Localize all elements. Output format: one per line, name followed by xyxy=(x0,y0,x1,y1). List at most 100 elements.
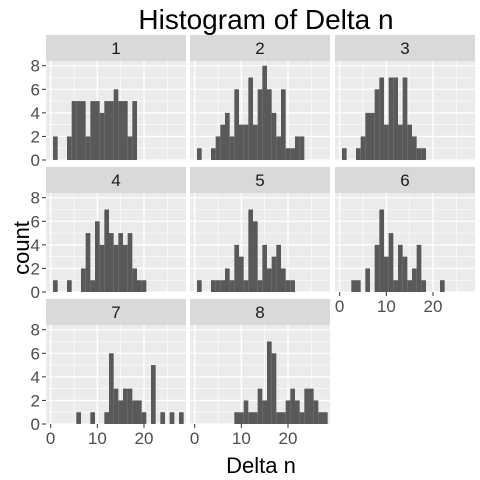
histogram-bar xyxy=(370,112,375,160)
histogram-bar xyxy=(398,244,403,292)
histogram-bar xyxy=(90,101,95,160)
histogram-bar xyxy=(234,244,239,292)
histogram-bar xyxy=(67,280,72,292)
histogram-bar xyxy=(243,124,249,160)
histogram-bar xyxy=(351,280,356,292)
histogram-bar xyxy=(179,412,184,424)
histogram-bar xyxy=(132,268,137,292)
histogram-bar xyxy=(229,280,235,292)
facet-strip xyxy=(190,167,330,193)
histogram-bar xyxy=(304,388,309,424)
x-tick-label: 0 xyxy=(335,297,344,316)
histogram-bar xyxy=(234,412,239,424)
histogram-bar xyxy=(99,112,105,160)
chart-title: Histogram of Delta n xyxy=(138,4,393,35)
histogram-bar xyxy=(127,388,133,424)
histogram-bar xyxy=(295,400,300,424)
histogram-bar xyxy=(169,412,175,424)
histogram-bar xyxy=(440,280,445,292)
facet-strip xyxy=(46,167,186,193)
histogram-bar xyxy=(379,77,384,160)
histogram-bar xyxy=(123,244,128,292)
histogram-bar xyxy=(253,124,258,160)
histogram-bar xyxy=(243,400,249,424)
histogram-bar xyxy=(141,412,147,424)
histogram-bar xyxy=(220,124,225,160)
histogram-bar xyxy=(393,280,398,292)
histogram-bar xyxy=(290,280,295,292)
histogram-bar xyxy=(132,101,137,160)
histogram-bar xyxy=(109,101,114,160)
facet-strip xyxy=(335,167,475,193)
y-tick-label: 2 xyxy=(31,391,40,410)
y-tick-label: 0 xyxy=(31,283,40,302)
histogram-bar xyxy=(137,280,142,292)
histogram-bar xyxy=(281,268,286,292)
histogram-bar xyxy=(318,412,323,424)
y-tick-label: 6 xyxy=(31,212,40,231)
histogram-bar xyxy=(299,136,305,160)
histogram-bar xyxy=(384,124,389,160)
histogram-bar xyxy=(267,341,272,424)
histogram-bar xyxy=(118,101,123,160)
facet-strip xyxy=(46,35,186,61)
histogram-bar xyxy=(262,400,267,424)
histogram-bar xyxy=(388,77,394,160)
histogram-bar xyxy=(215,280,221,292)
histogram-bar xyxy=(262,65,267,160)
facet-strip xyxy=(46,299,186,325)
y-tick-label: 4 xyxy=(31,368,40,387)
histogram-bar xyxy=(402,256,408,292)
histogram-bar xyxy=(356,148,361,160)
facet-panel: 1 0 2 4 6 8 xyxy=(31,35,186,170)
histogram-bar xyxy=(151,365,156,424)
histogram-bar xyxy=(416,148,422,160)
facet-strip-label: 7 xyxy=(111,303,120,322)
facet-strip xyxy=(190,35,330,61)
facet-strip-label: 6 xyxy=(400,171,409,190)
histogram-bar xyxy=(248,77,253,160)
y-tick-label: 0 xyxy=(31,151,40,170)
histogram-bar xyxy=(76,101,81,160)
histogram-bar xyxy=(225,268,230,292)
histogram-bar xyxy=(137,400,142,424)
histogram-bar xyxy=(313,400,319,424)
histogram-bar xyxy=(290,388,295,424)
histogram-bar xyxy=(374,89,380,160)
histogram-bar xyxy=(234,89,239,160)
histogram-bar xyxy=(271,256,277,292)
histogram-bar xyxy=(118,400,123,424)
facet-panel: 2 xyxy=(190,35,330,161)
histogram-bar xyxy=(243,280,249,292)
x-tick-label: 20 xyxy=(424,297,443,316)
histogram-bar xyxy=(267,89,272,160)
facet-strip xyxy=(335,35,475,61)
y-tick-label: 8 xyxy=(31,321,40,340)
histogram-bar xyxy=(81,268,86,292)
facet-strip-label: 2 xyxy=(255,39,264,58)
histogram-bar xyxy=(211,148,216,160)
panel-background xyxy=(190,193,330,292)
histogram-bar xyxy=(285,280,291,292)
histogram-bar xyxy=(257,280,263,292)
histogram-bar xyxy=(85,136,91,160)
histogram-bar xyxy=(365,268,370,292)
histogram-bar xyxy=(109,233,114,292)
histogram-bar xyxy=(262,244,267,292)
facet-panel: 6 0 10 20 xyxy=(335,167,475,316)
histogram-bar xyxy=(421,148,426,160)
histogram-bar xyxy=(407,280,412,292)
histogram-bar xyxy=(160,412,165,424)
histogram-bar xyxy=(123,101,128,160)
y-tick-label: 6 xyxy=(31,80,40,99)
facet-panel: 5 xyxy=(190,167,330,293)
histogram-bar xyxy=(123,388,128,424)
histogram-bar xyxy=(253,221,258,292)
histogram-bar xyxy=(398,124,403,160)
y-tick-label: 2 xyxy=(31,127,40,146)
histogram-bar xyxy=(239,412,244,424)
histogram-bar xyxy=(215,136,221,160)
facet-strip-label: 5 xyxy=(255,171,264,190)
histogram-bar xyxy=(95,221,100,292)
